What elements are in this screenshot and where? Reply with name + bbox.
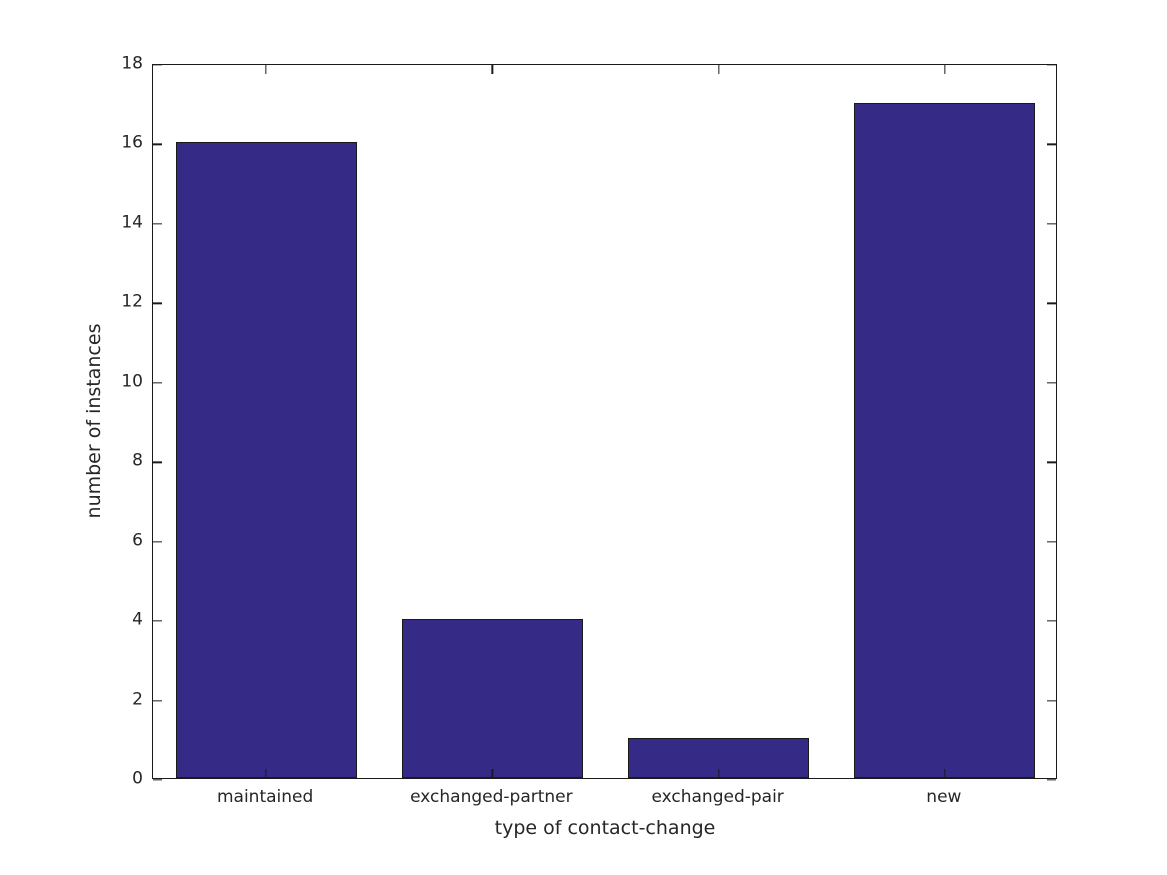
bar-new [854, 102, 1036, 778]
y-tick-label-4: 4 [132, 609, 143, 630]
x-tick-mark [717, 65, 720, 74]
y-tick-mark [153, 382, 162, 384]
y-tick-mark [1047, 302, 1056, 304]
y-tick-mark [1047, 461, 1056, 463]
y-tick-mark [153, 64, 162, 66]
x-tick-mark [491, 769, 494, 778]
y-tick-label-10: 10 [121, 371, 143, 392]
x-tick-mark [717, 769, 720, 778]
x-tick-mark [265, 769, 267, 778]
y-tick-mark [153, 620, 162, 622]
y-tick-mark [153, 541, 162, 543]
y-tick-mark [1047, 699, 1056, 702]
x-tick-label-exchanged-pair: exchanged-pair [651, 787, 784, 807]
y-tick-label-12: 12 [121, 291, 143, 312]
bar-exchanged-partner [401, 619, 583, 778]
y-tick-label-8: 8 [132, 450, 143, 471]
y-tick-label-18: 18 [121, 53, 143, 74]
x-tick-label-new: new [926, 787, 962, 807]
x-tick-label-maintained: maintained [216, 787, 314, 807]
bar-maintained [175, 142, 357, 778]
y-tick-mark [153, 143, 162, 146]
y-tick-label-2: 2 [132, 689, 143, 710]
y-tick-label-6: 6 [132, 530, 143, 551]
y-tick-mark [1047, 620, 1056, 622]
x-axis-label: type of contact-change [494, 817, 716, 839]
y-tick-mark [1047, 143, 1056, 146]
y-tick-mark [153, 699, 162, 702]
x-tick-mark [944, 769, 946, 778]
y-tick-label-0: 0 [132, 768, 143, 789]
y-tick-mark [1047, 64, 1056, 66]
y-tick-mark [153, 779, 162, 781]
y-tick-mark [153, 223, 162, 225]
y-tick-mark [1047, 779, 1056, 781]
x-tick-mark [491, 65, 494, 74]
y-tick-mark [1047, 382, 1056, 384]
y-tick-label-14: 14 [121, 212, 143, 233]
plot-area [152, 64, 1057, 781]
y-axis-label: number of instances [83, 323, 105, 519]
y-tick-mark [153, 461, 162, 463]
x-tick-mark [265, 65, 267, 74]
y-tick-mark [1047, 223, 1056, 225]
y-tick-label-16: 16 [121, 132, 143, 153]
x-tick-label-exchanged-partner: exchanged-partner [410, 787, 573, 807]
x-tick-mark [944, 65, 946, 74]
y-tick-mark [1047, 541, 1056, 543]
y-tick-mark [153, 302, 162, 304]
